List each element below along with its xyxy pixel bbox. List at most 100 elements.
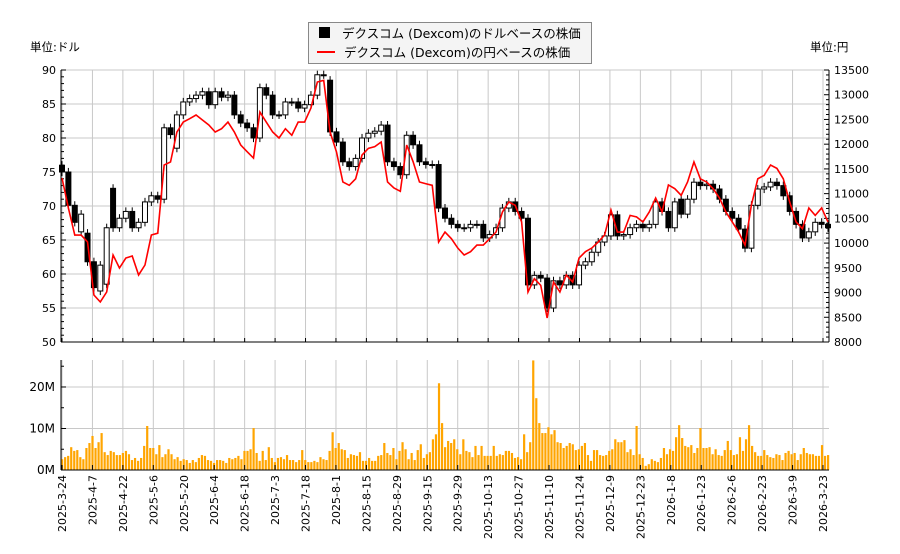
volume-bar [550,434,553,470]
volume-bar [483,455,486,470]
volume-bar [507,450,511,470]
right-axis-tick-label: 12500 [834,113,869,126]
volume-bar [185,460,188,470]
x-axis-date-label: 2026-1-23 [695,475,708,532]
candle-body [461,227,468,230]
volume-bar [70,447,73,470]
volume-bar [763,450,766,470]
volume-bar [276,457,280,470]
candle-body [544,277,551,309]
volume-bar [301,450,304,470]
x-axis-date-label: 2025-12-9 [604,475,617,532]
candle-body [422,161,429,166]
volume-bar [377,455,380,470]
volume-bar [413,460,416,470]
x-axis-date-label: 2025-3-24 [56,475,69,532]
candle-body [639,223,646,229]
volume-bar [319,457,322,470]
volume-bar [623,440,626,470]
volume-bar [720,455,723,470]
volume-bar [741,450,745,470]
candle-body [410,134,417,146]
x-axis-date-label: 2025-10-13 [482,475,495,539]
jpy-price-line [61,79,829,319]
volume-bar [599,455,602,470]
volume-bar [699,428,702,470]
x-axis-date-label: 2025-5-6 [147,475,160,525]
volume-bar [298,460,301,470]
right-axis-tick-label: 13500 [834,64,869,77]
volume-bar [325,460,328,470]
right-axis-tick-label: 11000 [834,188,869,201]
candle-body [301,104,308,109]
volume-bar [799,454,802,470]
candle-body [269,94,276,116]
volume-bar [729,450,732,470]
volume-bar [346,457,349,470]
candle-body [403,134,410,176]
volume-bar [358,452,362,470]
right-axis-tick-label: 9500 [834,262,862,275]
volume-bar [182,459,185,470]
candle-body [761,186,768,190]
volume-bar [85,448,88,470]
candle-body [652,201,659,225]
candle-body [263,87,270,96]
volume-bar [583,443,587,470]
volume-bar [523,434,526,470]
volume-bar [529,442,532,470]
candle-body [371,130,378,134]
candle-body [665,210,672,229]
volume-bar [668,449,672,470]
x-axis-date-label: 2025-5-20 [178,475,191,532]
candle-body [799,223,806,239]
volume-bar [328,450,331,470]
volume-bar [352,455,356,470]
volume-bar [252,428,255,470]
volume-bar [140,457,143,470]
volume-bar [754,452,757,470]
x-axis-date-label: 2025-10-27 [513,475,526,539]
volume-bar [234,457,237,470]
candle-body [454,223,461,229]
volume-bar [538,423,541,470]
volume-bar [219,460,222,470]
volume-bar [778,455,781,470]
volume-bar [665,454,669,470]
volume-bar [671,450,675,470]
candle-body [607,214,614,237]
candle-body [250,127,257,139]
volume-bar [559,443,562,470]
x-axis-date-label: 2025-11-24 [573,475,586,539]
volume-bar [662,448,666,470]
volume-bar [784,452,787,470]
volume-bar [149,448,152,470]
volume-bar [620,442,623,470]
volume-bar [565,445,568,470]
volume-bar [307,462,310,470]
volume-bar [404,449,407,470]
right-axis-unit: 単位:円 [810,40,849,54]
volume-bar [568,443,571,470]
candle-body [148,195,155,203]
candle-body [384,124,391,163]
volume-bar [747,425,751,470]
volume-bar [88,443,91,470]
volume-bar [237,455,240,470]
legend-label-jpy: デクスコム (Dexcom)の円ベースの株価 [344,45,571,60]
volume-bar [447,440,450,470]
volume-bar [386,452,389,470]
candle-body [588,251,595,263]
volume-axis-tick-label: 0M [37,463,55,477]
volume-bar [781,460,784,470]
volume-bar [334,448,337,470]
volume-axis-tick-label: 20M [29,380,55,394]
volume-bar [471,457,474,470]
volume-bar [775,454,778,470]
volume-bar [380,455,383,470]
volume-bar [811,454,815,470]
volume-bar [395,459,398,470]
volume-bar [231,459,234,470]
volume-bar [541,433,544,470]
